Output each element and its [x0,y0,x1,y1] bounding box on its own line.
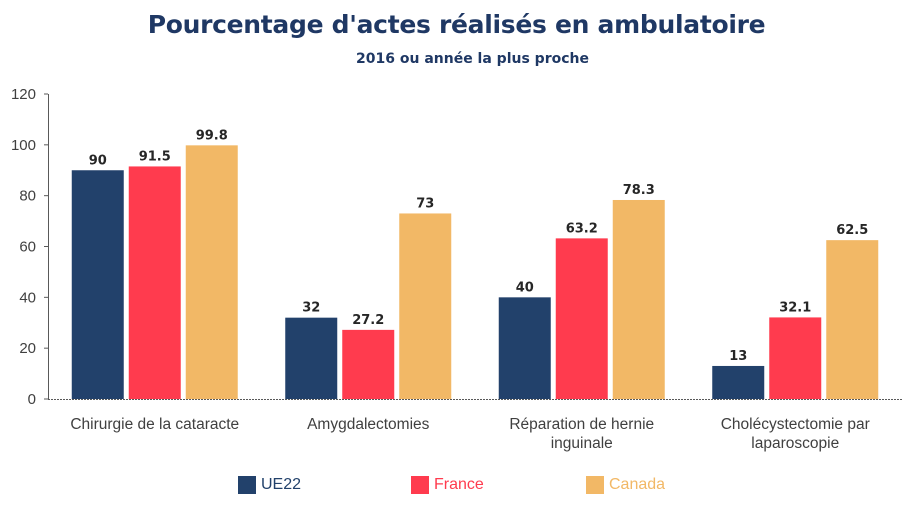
x-category-label: laparoscopie [751,435,839,452]
bar [769,317,822,399]
bar [555,238,608,399]
x-category-label: inguinale [551,435,613,452]
bar [399,213,452,399]
bar [285,317,338,399]
bar [712,365,765,399]
legend-item-canada: Canada [586,476,665,494]
y-tick-label: 0 [28,391,36,408]
x-category-label: Chirurgie de la cataracte [70,416,239,433]
legend-swatch-canada [586,476,604,494]
legend-label-canada: Canada [609,476,666,493]
bar [612,199,665,399]
y-tick-label: 20 [19,340,36,357]
legend-swatch-ue22 [238,476,256,494]
data-label: 32.1 [779,300,811,315]
data-label: 13 [729,349,747,364]
data-label: 62.5 [836,223,868,238]
bar [71,170,124,399]
bar [128,166,181,399]
data-label: 73 [416,196,434,211]
legend-swatch-france [411,476,429,494]
y-tick-label: 100 [11,137,36,154]
y-tick-label: 120 [11,86,36,103]
bar [342,329,395,399]
y-tick-label: 60 [19,239,36,256]
legend-item-ue22: UE22 [238,476,301,494]
x-category-label: Amygdalectomies [307,416,430,433]
y-tick-label: 40 [19,289,36,306]
data-label: 63.2 [566,221,598,236]
chart-legend: UE22 France Canada [0,476,913,498]
data-label: 27.2 [352,313,384,328]
legend-label-ue22: UE22 [261,476,302,493]
bar [826,240,879,399]
data-label: 78.3 [623,183,655,198]
data-label: 90 [89,153,107,168]
legend-item-france: France [411,476,484,494]
data-label: 32 [302,301,320,316]
data-label: 40 [516,280,534,295]
x-category-label: Cholécystectomie par [721,416,870,433]
chart-title: Pourcentage d'actes réalisés en ambulato… [147,10,766,39]
data-label: 99.8 [196,128,228,143]
x-category-label: Réparation de hernie [509,416,654,433]
legend-label-france: France [434,476,484,493]
data-label: 91.5 [139,149,171,164]
bar [185,145,238,399]
chart-subtitle: 2016 ou année la plus proche [356,51,589,67]
y-tick-label: 80 [19,188,36,205]
bar [498,297,551,399]
